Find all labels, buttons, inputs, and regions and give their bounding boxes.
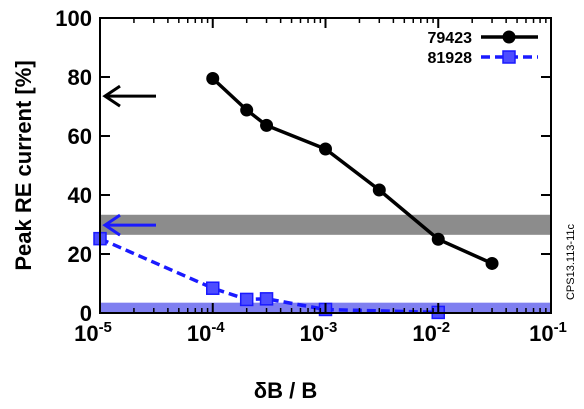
legend: 79423 81928 — [428, 30, 538, 67]
data-point — [259, 292, 274, 306]
data-point — [206, 281, 220, 295]
data-point — [431, 232, 445, 246]
reference-arrows — [102, 84, 156, 237]
legend-label: 81928 — [428, 50, 473, 67]
data-point — [485, 256, 499, 270]
legend-entry-79423: 79423 — [428, 30, 538, 47]
y-tick-label: 100 — [55, 6, 92, 31]
y-tick-label: 20 — [68, 242, 92, 267]
legend-label: 79423 — [428, 30, 473, 47]
series-line-81928 — [99, 237, 439, 315]
data-point — [239, 292, 254, 307]
x-tick-label: 10-1 — [529, 319, 567, 346]
reference-band-0 — [100, 214, 551, 235]
series-layer — [93, 71, 499, 320]
data-point — [206, 71, 220, 85]
series-line-79423 — [211, 77, 493, 265]
data-point — [372, 183, 386, 197]
reference-bands — [100, 214, 551, 313]
x-tick-label: 10-3 — [300, 319, 338, 346]
data-point — [240, 103, 254, 117]
y-tick-label: 80 — [68, 65, 92, 90]
x-tick-label: 10-5 — [74, 319, 112, 346]
x-tick-label: 10-4 — [187, 319, 225, 346]
reference-arrow-1 — [102, 213, 156, 237]
data-point — [319, 142, 332, 156]
legend-marker — [502, 50, 516, 64]
series-79423 — [206, 71, 499, 270]
y-tick-label: 0 — [80, 301, 92, 326]
y-tick-label: 40 — [68, 183, 92, 208]
x-tick-label: 10-2 — [412, 319, 450, 346]
legend-entry-81928: 81928 — [428, 50, 538, 67]
reference-arrow-0 — [102, 84, 156, 108]
figure-id-label: CPS13.113-11c — [565, 223, 577, 300]
axis-ticks: 0 20 40 60 80 100 10-5 10-4 10-3 10-2 10-1 — [55, 6, 567, 346]
legend-marker — [502, 30, 516, 44]
y-tick-label: 60 — [68, 124, 92, 149]
y-axis-title: Peak RE current [%] — [11, 60, 36, 270]
x-axis-title: δB / B — [254, 378, 317, 403]
data-point — [260, 118, 274, 132]
